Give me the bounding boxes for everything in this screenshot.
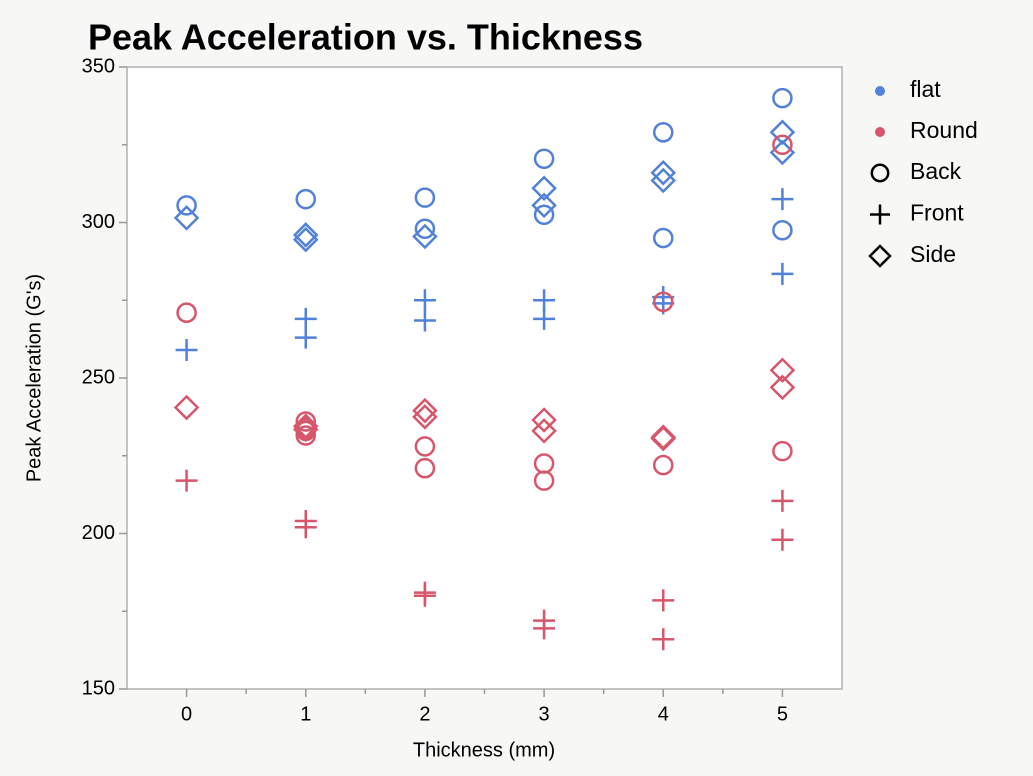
y-tick-label: 250 (82, 366, 115, 388)
point (414, 457, 436, 479)
legend-marker (868, 244, 892, 268)
point (294, 326, 317, 349)
chart-title: Peak Acceleration vs. Thickness (88, 17, 643, 58)
point (652, 291, 674, 313)
point (533, 307, 556, 330)
x-tick-label: 0 (181, 703, 192, 725)
point (175, 339, 198, 362)
point (771, 262, 794, 285)
point (531, 192, 557, 219)
point (531, 418, 557, 444)
x-tick-label: 5 (777, 703, 788, 725)
point (771, 188, 794, 211)
point (412, 397, 438, 424)
point (295, 425, 317, 446)
point (533, 204, 555, 225)
point (294, 307, 317, 330)
point (771, 528, 794, 551)
point (650, 159, 677, 186)
point (176, 195, 197, 216)
y-tick-label: 200 (82, 522, 115, 544)
point (652, 589, 675, 612)
point (173, 205, 200, 231)
point (533, 148, 555, 170)
y-tick-label: 350 (82, 55, 115, 77)
point (176, 302, 197, 323)
x-tick-label: 3 (539, 703, 550, 725)
point (295, 188, 317, 210)
point (531, 407, 557, 433)
x-tick-label: 4 (658, 703, 669, 725)
point (769, 119, 796, 146)
x-axis-label: Thickness (mm) (413, 739, 555, 761)
point (173, 394, 200, 421)
point (772, 220, 793, 241)
point (412, 223, 438, 250)
point (533, 289, 556, 312)
point (652, 122, 674, 143)
point (769, 357, 796, 383)
point (771, 489, 794, 512)
point (294, 516, 317, 539)
point (772, 134, 793, 156)
y-tick-label: 300 (82, 211, 115, 233)
point (292, 416, 319, 443)
legend-label: Side (910, 241, 956, 267)
legend-swatch (875, 127, 885, 137)
point (772, 440, 793, 462)
point (652, 454, 674, 476)
point (533, 617, 556, 640)
point (652, 227, 674, 249)
point (772, 87, 793, 109)
legend-label: Round (910, 117, 978, 143)
y-axis-label: Peak Acceleration (G's) (23, 274, 45, 482)
point (295, 411, 317, 432)
point (531, 175, 557, 202)
y-tick-label: 150 (82, 677, 115, 699)
point (292, 222, 319, 248)
point (533, 470, 555, 491)
x-tick-label: 1 (300, 703, 311, 725)
point (652, 628, 675, 651)
point (414, 218, 436, 239)
point (292, 226, 319, 253)
point (769, 374, 796, 401)
x-tick-label: 2 (419, 703, 430, 725)
point (413, 309, 436, 332)
legend-label: Back (910, 158, 962, 184)
point (292, 413, 319, 439)
legend-label: Front (910, 200, 964, 226)
point (413, 584, 436, 607)
point (412, 404, 438, 430)
legend-swatch (875, 86, 885, 96)
point (650, 425, 677, 452)
point (414, 436, 436, 457)
point (414, 187, 436, 208)
legend-marker (870, 163, 890, 183)
legend-label: flat (910, 76, 941, 102)
point (650, 167, 677, 194)
plot-area (126, 66, 843, 690)
point (413, 289, 436, 312)
point (175, 469, 198, 492)
legend-marker (870, 204, 890, 225)
